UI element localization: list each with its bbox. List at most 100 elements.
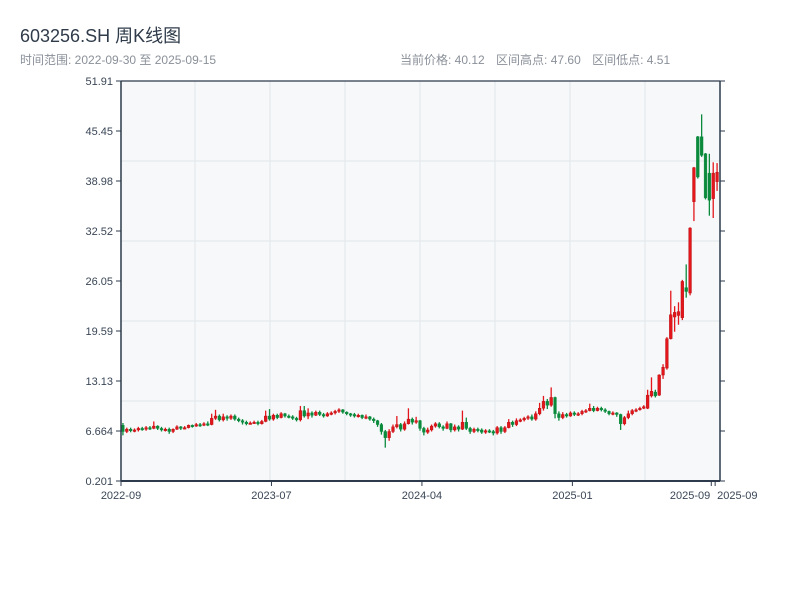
- candle-down: [700, 136, 704, 156]
- candle-up: [445, 423, 449, 429]
- candle-down: [237, 418, 241, 421]
- candle-down: [696, 136, 700, 178]
- candle-down: [456, 426, 461, 430]
- candle-down: [399, 424, 403, 430]
- candle-down: [410, 418, 414, 423]
- chart-title: 603256.SH 周K线图: [20, 26, 182, 46]
- candle-down: [703, 153, 708, 199]
- candle-up: [337, 409, 341, 412]
- candle-up: [538, 408, 542, 414]
- candle-down: [653, 391, 657, 397]
- candle-down: [256, 422, 260, 424]
- candle-up: [279, 413, 283, 418]
- candle-up: [175, 426, 179, 430]
- candle-up: [264, 415, 268, 422]
- candle-up: [186, 425, 191, 428]
- candle-up: [580, 411, 584, 414]
- candle-down: [619, 414, 623, 424]
- candle-down: [418, 420, 422, 429]
- candle-up: [584, 410, 588, 413]
- candle-up: [526, 416, 530, 419]
- candle-up: [433, 423, 438, 427]
- candle-up: [673, 312, 677, 318]
- candle-down: [487, 430, 492, 433]
- y-tick-label: 32.52: [85, 226, 113, 238]
- candle-up: [325, 413, 330, 417]
- candle-down: [217, 415, 221, 421]
- candle-up: [213, 415, 218, 419]
- candle-up: [588, 408, 592, 411]
- candle-down: [294, 418, 299, 421]
- candle-down: [360, 415, 364, 418]
- candle-up: [472, 428, 476, 432]
- candle-down: [592, 408, 596, 411]
- candle-down: [375, 420, 380, 425]
- candle-down: [129, 428, 133, 431]
- candle-up: [221, 416, 225, 421]
- candle-down: [499, 427, 503, 432]
- candle-up: [715, 172, 719, 182]
- candle-up: [534, 413, 538, 420]
- candle-up: [638, 408, 642, 411]
- candle-down: [372, 418, 376, 421]
- candle-down: [140, 428, 144, 431]
- y-tick-label: 26.05: [85, 276, 113, 288]
- candle-up: [329, 412, 333, 415]
- candle-up: [665, 338, 669, 369]
- candle-down: [240, 420, 245, 423]
- candle-up: [406, 418, 411, 424]
- candle-down: [198, 424, 202, 427]
- candle-up: [171, 428, 175, 432]
- candle-down: [225, 416, 229, 419]
- candle-up: [136, 428, 140, 431]
- candle-down: [437, 423, 441, 428]
- candle-down: [206, 423, 210, 426]
- candle-up: [646, 394, 650, 409]
- candle-down: [283, 413, 287, 417]
- candle-up: [391, 426, 395, 432]
- candle-down: [345, 411, 349, 414]
- candle-down: [167, 428, 171, 432]
- candle-up: [402, 423, 407, 430]
- candle-up: [194, 424, 198, 427]
- candle-down: [530, 416, 534, 420]
- candle-down: [318, 411, 322, 415]
- candle-up: [387, 431, 391, 438]
- candle-up: [514, 420, 519, 425]
- candle-down: [510, 422, 515, 425]
- candle-down: [190, 425, 194, 428]
- x-tick-label: 2025-09: [717, 490, 757, 502]
- candle-down: [557, 413, 561, 418]
- candle-up: [507, 422, 511, 428]
- candle-down: [553, 397, 557, 414]
- candle-down: [287, 415, 291, 418]
- candle-up: [622, 417, 627, 424]
- candle-up: [626, 413, 630, 418]
- candle-down: [707, 172, 711, 201]
- candle-up: [711, 172, 715, 199]
- date-range-label: 时间范围: 2022-09-30 至 2025-09-15: [20, 53, 217, 67]
- candle-down: [464, 422, 468, 429]
- candle-up: [414, 420, 418, 423]
- candle-down: [572, 412, 576, 415]
- candle-down: [352, 414, 357, 417]
- y-tick-label: 51.91: [85, 76, 113, 88]
- candle-up: [460, 422, 465, 430]
- candle-up: [688, 227, 692, 294]
- candle-up: [549, 397, 553, 406]
- y-tick-label: 19.59: [85, 326, 113, 338]
- candle-up: [541, 401, 546, 409]
- candle-up: [125, 428, 129, 432]
- candle-up: [152, 425, 156, 429]
- y-tick-label: 0.201: [85, 476, 113, 488]
- candle-down: [291, 416, 295, 419]
- candle-down: [275, 415, 279, 418]
- candle-down: [422, 428, 426, 433]
- candle-down: [607, 411, 611, 414]
- candle-up: [642, 406, 646, 409]
- candle-down: [565, 414, 569, 417]
- candle-up: [518, 419, 522, 422]
- candle-down: [302, 410, 306, 417]
- candle-up: [661, 367, 665, 376]
